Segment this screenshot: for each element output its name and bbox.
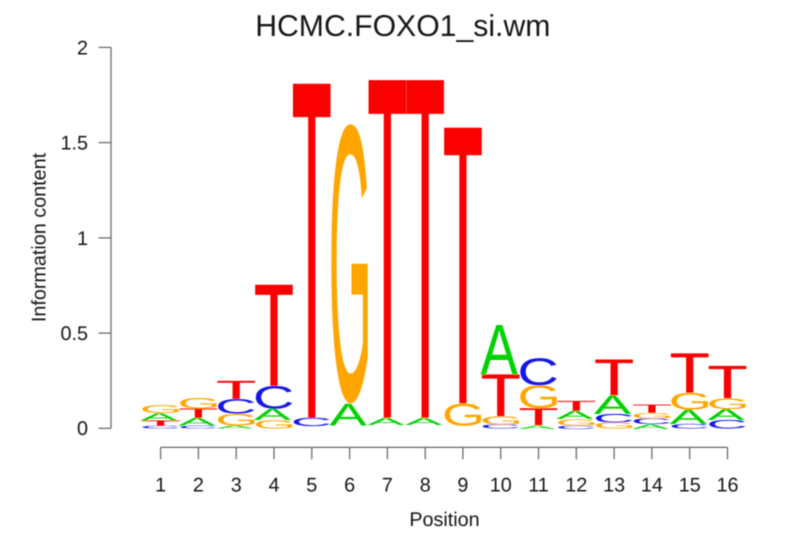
svg-text:C: C — [291, 415, 332, 428]
svg-text:1.5: 1.5 — [61, 133, 89, 155]
svg-text:C: C — [669, 423, 710, 430]
svg-text:14: 14 — [641, 474, 663, 496]
svg-text:2: 2 — [193, 474, 204, 496]
svg-text:G: G — [253, 418, 296, 431]
svg-text:HCMC.FOXO1_si.wm: HCMC.FOXO1_si.wm — [255, 10, 550, 43]
svg-text:G: G — [215, 410, 258, 429]
svg-text:A: A — [518, 424, 556, 430]
svg-text:7: 7 — [382, 474, 393, 496]
svg-text:12: 12 — [565, 474, 587, 496]
svg-text:3: 3 — [231, 474, 242, 496]
svg-text:8: 8 — [420, 474, 431, 496]
svg-text:A: A — [140, 411, 178, 423]
svg-text:Position: Position — [409, 509, 479, 531]
svg-text:A: A — [329, 397, 367, 433]
svg-text:A: A — [216, 425, 254, 430]
svg-text:C: C — [177, 425, 218, 430]
svg-text:15: 15 — [679, 474, 701, 496]
svg-text:C: C — [631, 417, 672, 426]
svg-text:A: A — [405, 416, 443, 428]
svg-text:A: A — [556, 408, 594, 422]
svg-text:G: G — [480, 414, 523, 427]
svg-text:A: A — [670, 405, 708, 428]
svg-text:G: G — [631, 411, 674, 420]
svg-text:2: 2 — [77, 37, 88, 59]
svg-text:0: 0 — [77, 418, 88, 440]
svg-text:C: C — [706, 417, 747, 431]
svg-text:G: G — [593, 421, 636, 431]
svg-text:4: 4 — [268, 474, 279, 496]
svg-text:G: G — [177, 395, 220, 412]
svg-text:Information content: Information content — [29, 152, 51, 322]
svg-text:G: G — [518, 379, 561, 416]
svg-text:0.5: 0.5 — [61, 323, 89, 345]
svg-text:6: 6 — [344, 474, 355, 496]
svg-text:1: 1 — [77, 228, 88, 250]
svg-text:13: 13 — [603, 474, 625, 496]
svg-text:11: 11 — [528, 474, 549, 496]
svg-text:A: A — [367, 416, 405, 428]
svg-text:C: C — [215, 395, 256, 418]
svg-text:C: C — [480, 423, 521, 430]
svg-text:A: A — [707, 405, 745, 423]
svg-text:9: 9 — [457, 474, 468, 496]
svg-text:C: C — [140, 425, 181, 429]
svg-text:A: A — [178, 416, 216, 429]
svg-text:C: C — [555, 424, 596, 429]
svg-text:G: G — [706, 395, 749, 412]
svg-text:G: G — [555, 417, 598, 427]
svg-text:5: 5 — [306, 474, 317, 496]
svg-text:G: G — [329, 45, 372, 487]
svg-text:C: C — [593, 411, 634, 425]
svg-text:1: 1 — [155, 474, 166, 496]
svg-text:A: A — [254, 405, 292, 424]
svg-text:16: 16 — [716, 474, 738, 496]
svg-text:A: A — [632, 423, 670, 430]
svg-text:A: A — [481, 310, 519, 391]
svg-text:G: G — [140, 403, 183, 416]
svg-text:C: C — [517, 350, 558, 393]
svg-text:10: 10 — [490, 474, 512, 496]
